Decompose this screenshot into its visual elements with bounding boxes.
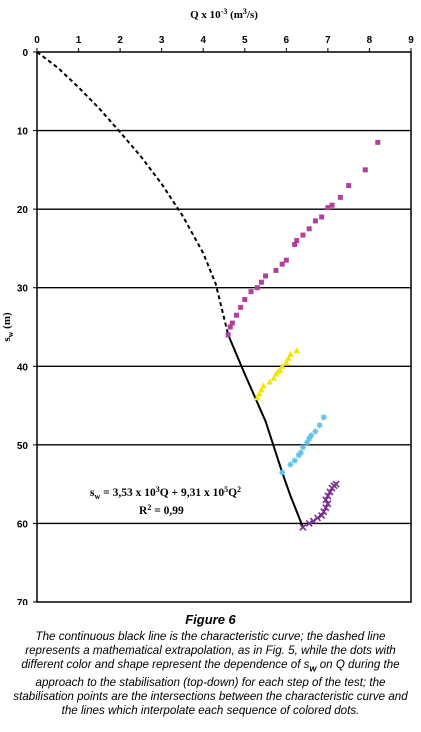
series-2-point — [308, 432, 315, 439]
series-3-point — [326, 488, 334, 496]
series-1-point — [293, 347, 300, 354]
r-squared: R2 = 0,99 — [139, 503, 184, 517]
equation: sw = 3,53 x 103Q + 9,31 x 105Q2 — [90, 485, 241, 501]
series-3-point — [318, 512, 326, 520]
series-0-point — [362, 167, 368, 173]
series-3-point — [305, 519, 313, 527]
series-2-point — [320, 414, 327, 421]
extrapolated-curve-dashed — [36, 51, 230, 336]
series-3-point — [313, 514, 322, 522]
series-2-point — [291, 457, 298, 464]
series-3-point — [324, 492, 332, 500]
series-1-point — [266, 378, 273, 385]
series-3-point — [322, 496, 330, 504]
series-0-point — [294, 238, 300, 244]
series-2-point — [279, 469, 286, 476]
series-1-point — [270, 374, 278, 381]
series-0-point — [292, 242, 298, 247]
series-0-point — [233, 312, 239, 318]
series-0-point — [329, 202, 335, 208]
series-0-point — [375, 139, 381, 145]
plot-frame — [36, 51, 412, 603]
series-2-point — [316, 422, 323, 429]
series-0-point — [273, 267, 279, 273]
series-3-point — [322, 504, 330, 512]
gridlines — [37, 129, 411, 525]
series-0-point — [229, 320, 235, 326]
series-1-point — [256, 390, 263, 397]
series-0-point — [312, 218, 318, 224]
series-0-point — [346, 183, 352, 189]
x-tick-label: 9 — [408, 35, 414, 46]
figure-title: Figure 6 — [185, 612, 236, 627]
series-1-point — [260, 382, 267, 389]
series-1-point — [254, 394, 261, 401]
y-tick-label: 20 — [17, 205, 29, 216]
series-0-point — [337, 194, 343, 200]
series-0-point — [319, 214, 325, 220]
series-2-point — [295, 452, 302, 459]
x-tick-label: 3 — [159, 35, 165, 46]
series-0-point — [283, 257, 289, 263]
data-markers — [225, 139, 381, 531]
y-tick-label: 70 — [17, 598, 29, 605]
x-tick-label: 0 — [34, 35, 40, 46]
series-0-point — [238, 304, 244, 310]
y-tick-label: 60 — [17, 519, 29, 530]
series-0-point — [325, 205, 331, 211]
series-0-point — [242, 297, 248, 302]
x-tick-label: 5 — [242, 35, 248, 46]
series-2-point — [312, 428, 319, 435]
x-tick-label: 7 — [325, 35, 331, 46]
y-tick-label: 40 — [17, 362, 29, 373]
series-1-point — [285, 354, 292, 361]
series-0-point — [254, 285, 260, 291]
characteristic-curve — [227, 334, 304, 528]
x-ticks: 0 1 2 3 4 5 6 7 8 9 — [34, 35, 414, 52]
y-tick-label: 30 — [17, 284, 29, 295]
series-0-point — [248, 289, 254, 295]
y-ticks: 0 10 20 30 40 50 60 70 — [17, 48, 37, 605]
figure-caption-text: The continuous black line is the charact… — [13, 630, 408, 718]
series-3-point — [299, 523, 307, 531]
series-3-point — [320, 508, 328, 516]
y-axis-label: sw (m) — [1, 312, 15, 342]
series-0-point — [227, 324, 233, 330]
series-0-point — [300, 232, 306, 238]
y-tick-label: 10 — [17, 127, 29, 138]
x-tick-label: 2 — [117, 35, 123, 46]
series-1-point — [287, 351, 294, 357]
x-tick-label: 6 — [284, 35, 290, 46]
x-axis-label: Q x 10-3 (m3/s) — [190, 7, 258, 21]
series-1-point — [283, 358, 290, 365]
series-0-point — [263, 273, 269, 279]
series-2-point — [287, 461, 294, 468]
chart: 0 1 2 3 4 5 6 7 8 9 0 10 20 30 40 50 60 70 Q x 10-3 (m3/… — [1, 7, 414, 605]
series-2-point — [306, 435, 313, 442]
y-tick-label: 0 — [22, 48, 28, 59]
series-0-point — [279, 261, 285, 267]
x-tick-label: 1 — [76, 35, 82, 46]
x-tick-label: 4 — [200, 35, 206, 46]
x-tick-label: 8 — [367, 35, 373, 46]
series-1-point — [276, 366, 284, 373]
series-2-point — [297, 449, 304, 456]
figure-caption: Figure 6 The continuous black line is th… — [8, 612, 413, 719]
series-1-point — [278, 362, 286, 369]
series-0-point — [306, 226, 312, 232]
series-0-point — [225, 332, 231, 338]
series-0-point — [258, 279, 264, 285]
series-3-point — [324, 500, 332, 508]
series-1-point — [258, 386, 265, 393]
series-2-point — [304, 439, 311, 446]
y-tick-label: 50 — [17, 441, 29, 452]
series-3-point — [332, 480, 340, 488]
series-2-point — [299, 444, 306, 451]
